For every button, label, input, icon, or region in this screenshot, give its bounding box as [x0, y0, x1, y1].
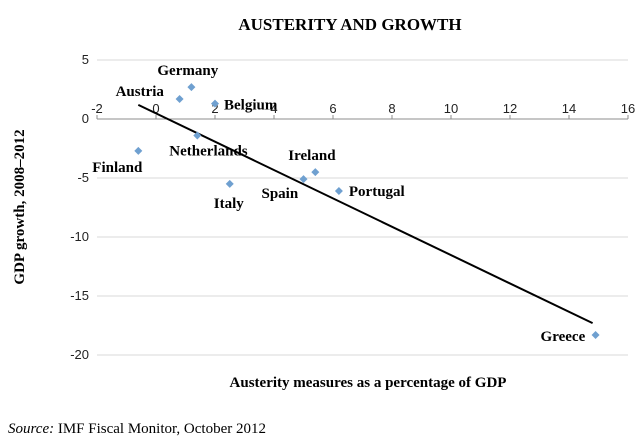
- tick-labels: 50-5-10-15-20-2 0 2 4 6 8 10 12 14 16: [70, 52, 635, 362]
- label-greece: Greece: [541, 329, 586, 345]
- x-tick-label: 2: [211, 101, 218, 116]
- x-tick-label: 6: [329, 101, 336, 116]
- source-text: IMF Fiscal Monitor, October 2012: [57, 421, 266, 437]
- label-belgium: Belgium: [224, 98, 278, 114]
- point-labels: Germany Austria Belgium Netherlands Finland I…: [92, 63, 585, 345]
- x-tick-label: 0: [152, 101, 159, 116]
- y-tick-label: 0: [82, 111, 89, 126]
- point-austria: [175, 94, 184, 103]
- point-netherlands: [193, 131, 202, 140]
- data-points: [134, 83, 600, 339]
- point-germany: [187, 83, 196, 92]
- x-tick-label: 10: [444, 101, 458, 116]
- label-finland: Finland: [92, 160, 143, 176]
- x-tick-label: 8: [388, 101, 395, 116]
- label-netherlands: Netherlands: [169, 144, 247, 160]
- y-tick-label: -5: [77, 170, 89, 185]
- label-italy: Italy: [214, 196, 245, 212]
- point-spain: [299, 175, 308, 184]
- y-axis-label: GDP growth, 2008–2012: [12, 129, 28, 284]
- trendline: [137, 103, 594, 325]
- y-tick-label: -20: [70, 347, 89, 362]
- y-tick-label: -15: [70, 288, 89, 303]
- trendline-group: [137, 103, 594, 325]
- point-belgium: [211, 99, 219, 108]
- gridlines: [97, 59, 628, 356]
- source-prefix: Source:: [8, 421, 55, 437]
- label-austria: Austria: [116, 84, 165, 100]
- label-portugal: Portugal: [349, 184, 405, 200]
- chart-title: AUSTERITY AND GROWTH: [238, 15, 461, 34]
- point-greece: [591, 330, 600, 339]
- y-tick-label: -10: [70, 229, 89, 244]
- point-portugal: [334, 186, 343, 195]
- label-germany: Germany: [157, 63, 218, 79]
- point-ireland: [311, 168, 320, 177]
- point-italy: [225, 179, 234, 188]
- source-note: Source: IMF Fiscal Monitor, October 2012: [8, 421, 266, 438]
- x-tick-label: 12: [503, 101, 517, 116]
- x-tick-label: -2: [91, 101, 103, 116]
- label-spain: Spain: [262, 186, 299, 202]
- y-tick-label: 5: [82, 52, 89, 67]
- label-ireland: Ireland: [288, 148, 336, 164]
- x-axis-label: Austerity measures as a percentage of GD…: [230, 375, 507, 391]
- x-tick-label: 4: [270, 101, 277, 116]
- axes: [96, 115, 629, 120]
- point-finland: [134, 146, 143, 155]
- x-tick-label: 16: [621, 101, 635, 116]
- x-tick-label: 14: [562, 101, 576, 116]
